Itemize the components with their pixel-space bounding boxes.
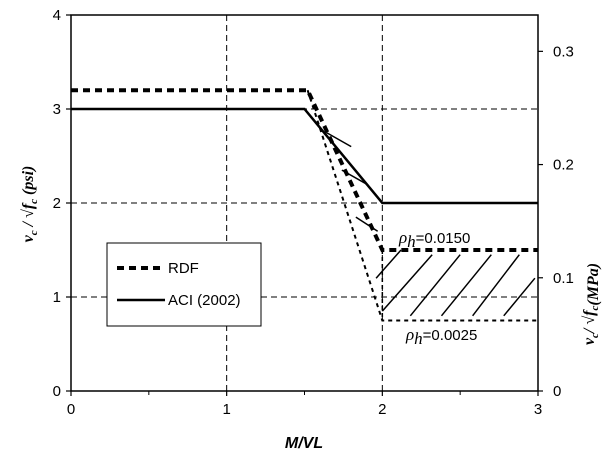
- hatch-line: [375, 249, 402, 279]
- series-line-rdf-upper: [71, 88, 538, 252]
- x-tick-label: 1: [222, 401, 230, 418]
- legend-box: [106, 242, 262, 327]
- y-left-tick-label: 1: [53, 289, 61, 306]
- series-group: [71, 88, 538, 322]
- x-axis-label: M/VL: [285, 435, 323, 452]
- x-tick-label: 3: [534, 401, 542, 418]
- hatch-line: [440, 254, 492, 317]
- x-tick-label: 0: [67, 401, 75, 418]
- y-right-tick-label: 0.2: [553, 157, 574, 174]
- hatch-line: [472, 254, 520, 317]
- y-left-tick-label: 4: [53, 7, 61, 24]
- hatch-line: [409, 254, 461, 317]
- annotation-rho-upper: ρh=0.0150: [398, 228, 470, 251]
- y-axis-right-ticks: 0 0.1 0.2 0.3: [538, 43, 574, 400]
- y-axis-left-label: vc / √fc (psi): [20, 166, 40, 243]
- annotation-rho-lower: ρh=0.0025: [405, 325, 477, 348]
- hatch-line: [381, 254, 433, 312]
- y-left-tick-label: 2: [53, 195, 61, 212]
- x-tick-label: 2: [378, 401, 386, 418]
- legend: RDF ACI (2002): [106, 242, 262, 327]
- y-left-tick-label: 3: [53, 101, 61, 118]
- legend-label-rdf: RDF: [168, 260, 199, 277]
- y-axis-right-label: vc/ √fc(MPa): [581, 263, 602, 345]
- x-axis-ticks: 0 1 2 3: [67, 391, 542, 418]
- hatch-line: [503, 277, 536, 317]
- hatch-line: [325, 131, 352, 148]
- y-left-tick-label: 0: [53, 383, 61, 400]
- y-right-tick-label: 0.1: [553, 270, 574, 287]
- y-right-tick-label: 0.3: [553, 43, 574, 60]
- hatched-region: [325, 131, 536, 317]
- legend-label-aci: ACI (2002): [168, 292, 241, 309]
- series-line-aci-2002: [71, 107, 538, 205]
- y-axis-left-ticks: 0 1 2 3 4: [53, 7, 71, 400]
- y-right-tick-label: 0: [553, 383, 561, 400]
